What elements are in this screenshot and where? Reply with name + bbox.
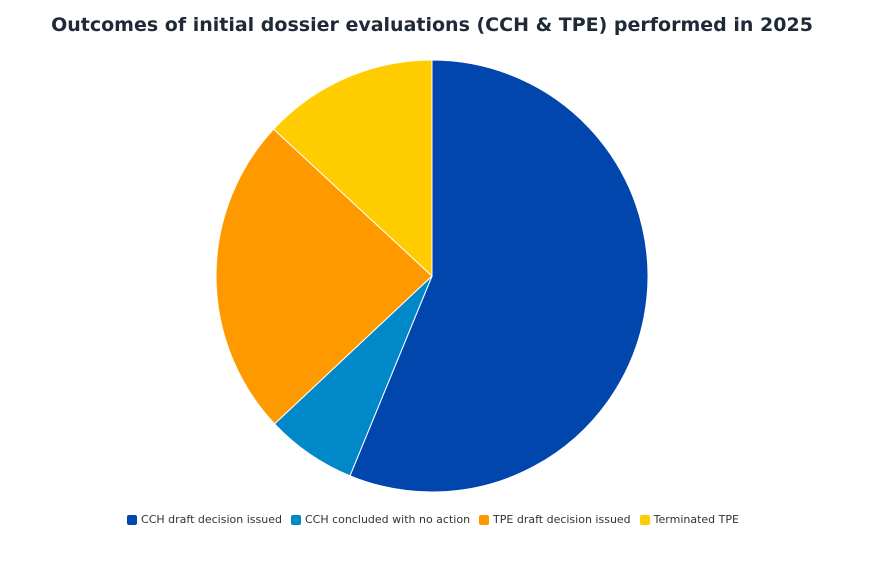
pie-slice-4 — [272, 59, 433, 278]
legend-item-1[interactable]: CCH draft decision issued — [127, 513, 282, 526]
legend-label: TPE draft decision issued — [493, 513, 631, 526]
legend-item-4[interactable]: Terminated TPE — [639, 513, 739, 526]
legend-item-2[interactable]: CCH concluded with no action — [290, 513, 471, 526]
legend-label: Terminated TPE — [653, 513, 739, 526]
legend-label: CCH concluded with no action — [304, 513, 471, 526]
pie-slice-1 — [349, 59, 649, 493]
chart-legend: CCH draft decision issued CCH concluded w… — [0, 513, 866, 526]
legend-swatch — [127, 514, 138, 525]
legend-swatch — [639, 514, 650, 525]
pie-slice-3 — [215, 128, 433, 425]
legend-swatch — [290, 514, 301, 525]
legend-swatch — [479, 514, 490, 525]
chart-title: Outcomes of initial dossier evaluations … — [51, 14, 813, 36]
legend-item-3[interactable]: TPE draft decision issued — [479, 513, 631, 526]
legend-label: CCH draft decision issued — [141, 513, 282, 526]
